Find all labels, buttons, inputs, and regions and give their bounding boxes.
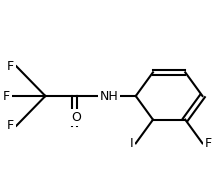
Text: O: O <box>72 111 81 124</box>
Text: F: F <box>7 60 14 73</box>
Text: NH: NH <box>99 90 118 103</box>
Text: F: F <box>7 119 14 132</box>
Text: I: I <box>130 137 134 150</box>
Text: F: F <box>205 137 212 150</box>
Text: F: F <box>3 90 10 103</box>
